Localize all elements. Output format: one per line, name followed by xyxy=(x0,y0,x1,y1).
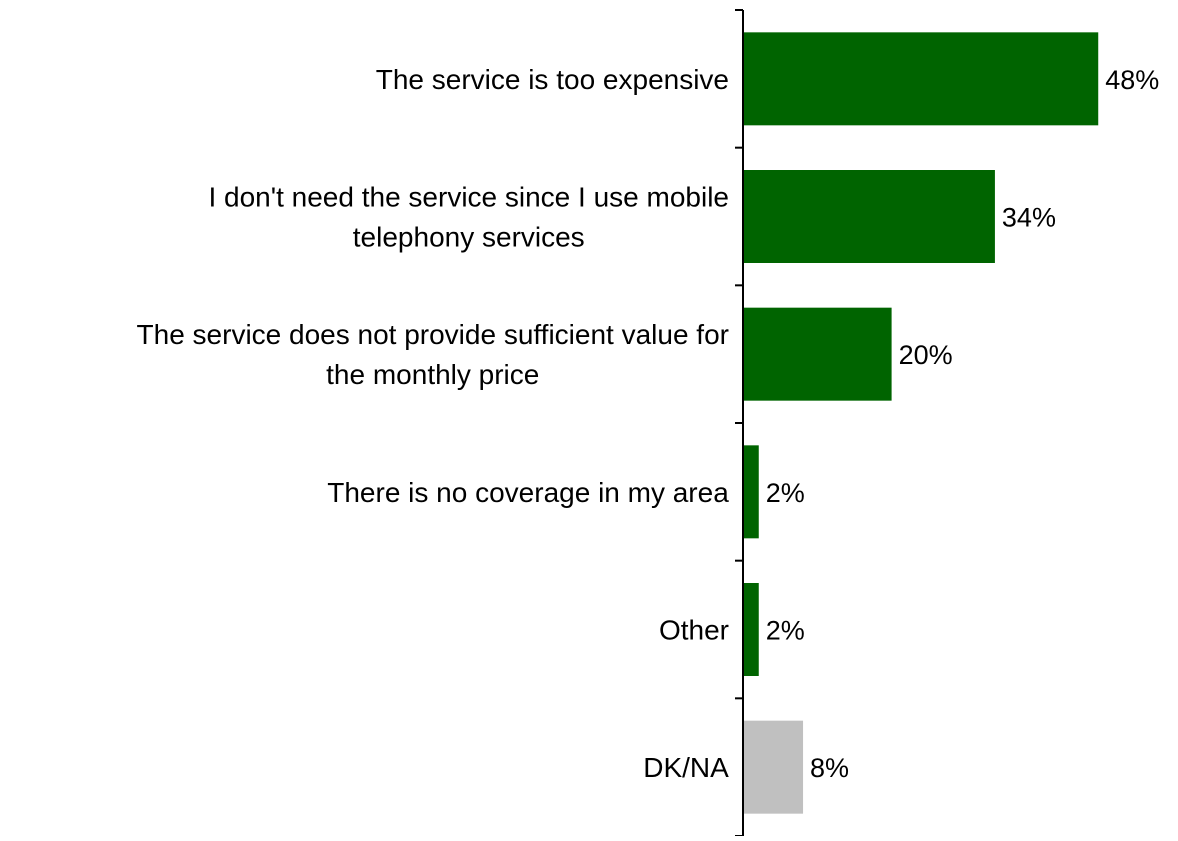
category-label-line: The service is too expensive xyxy=(376,64,729,95)
bar xyxy=(744,170,995,263)
bar xyxy=(744,307,892,401)
category-label: The service is too expensive xyxy=(376,64,729,95)
data-label: 2% xyxy=(766,478,805,508)
data-label: 2% xyxy=(766,616,805,646)
category-label-line: Other xyxy=(659,615,729,646)
labels-layer: 48% The service is too expensive 34% I don'… xyxy=(137,64,1160,783)
data-label: 48% xyxy=(1105,65,1159,95)
category-label-line: DK/NA xyxy=(643,752,729,783)
bar xyxy=(744,445,759,539)
bar xyxy=(744,32,1099,126)
category-label: Other xyxy=(659,615,729,646)
category-label: I don't need the service since I use mob… xyxy=(208,182,729,253)
category-label-line: The service does not provide sufficient … xyxy=(137,319,729,350)
data-label: 34% xyxy=(1002,203,1056,233)
bar xyxy=(744,720,804,814)
category-label-line: telephony services xyxy=(353,222,585,253)
category-label-line: the monthly price xyxy=(326,359,539,390)
bar xyxy=(744,583,759,676)
data-label: 8% xyxy=(810,753,849,783)
category-axis xyxy=(735,9,744,837)
category-label: The service does not provide sufficient … xyxy=(137,319,729,390)
category-label-line: There is no coverage in my area xyxy=(327,477,729,508)
data-label: 20% xyxy=(899,340,953,370)
category-label: DK/NA xyxy=(643,752,729,783)
category-label-line: I don't need the service since I use mob… xyxy=(208,182,729,213)
bars-layer xyxy=(744,32,1099,814)
category-label: There is no coverage in my area xyxy=(327,477,729,508)
